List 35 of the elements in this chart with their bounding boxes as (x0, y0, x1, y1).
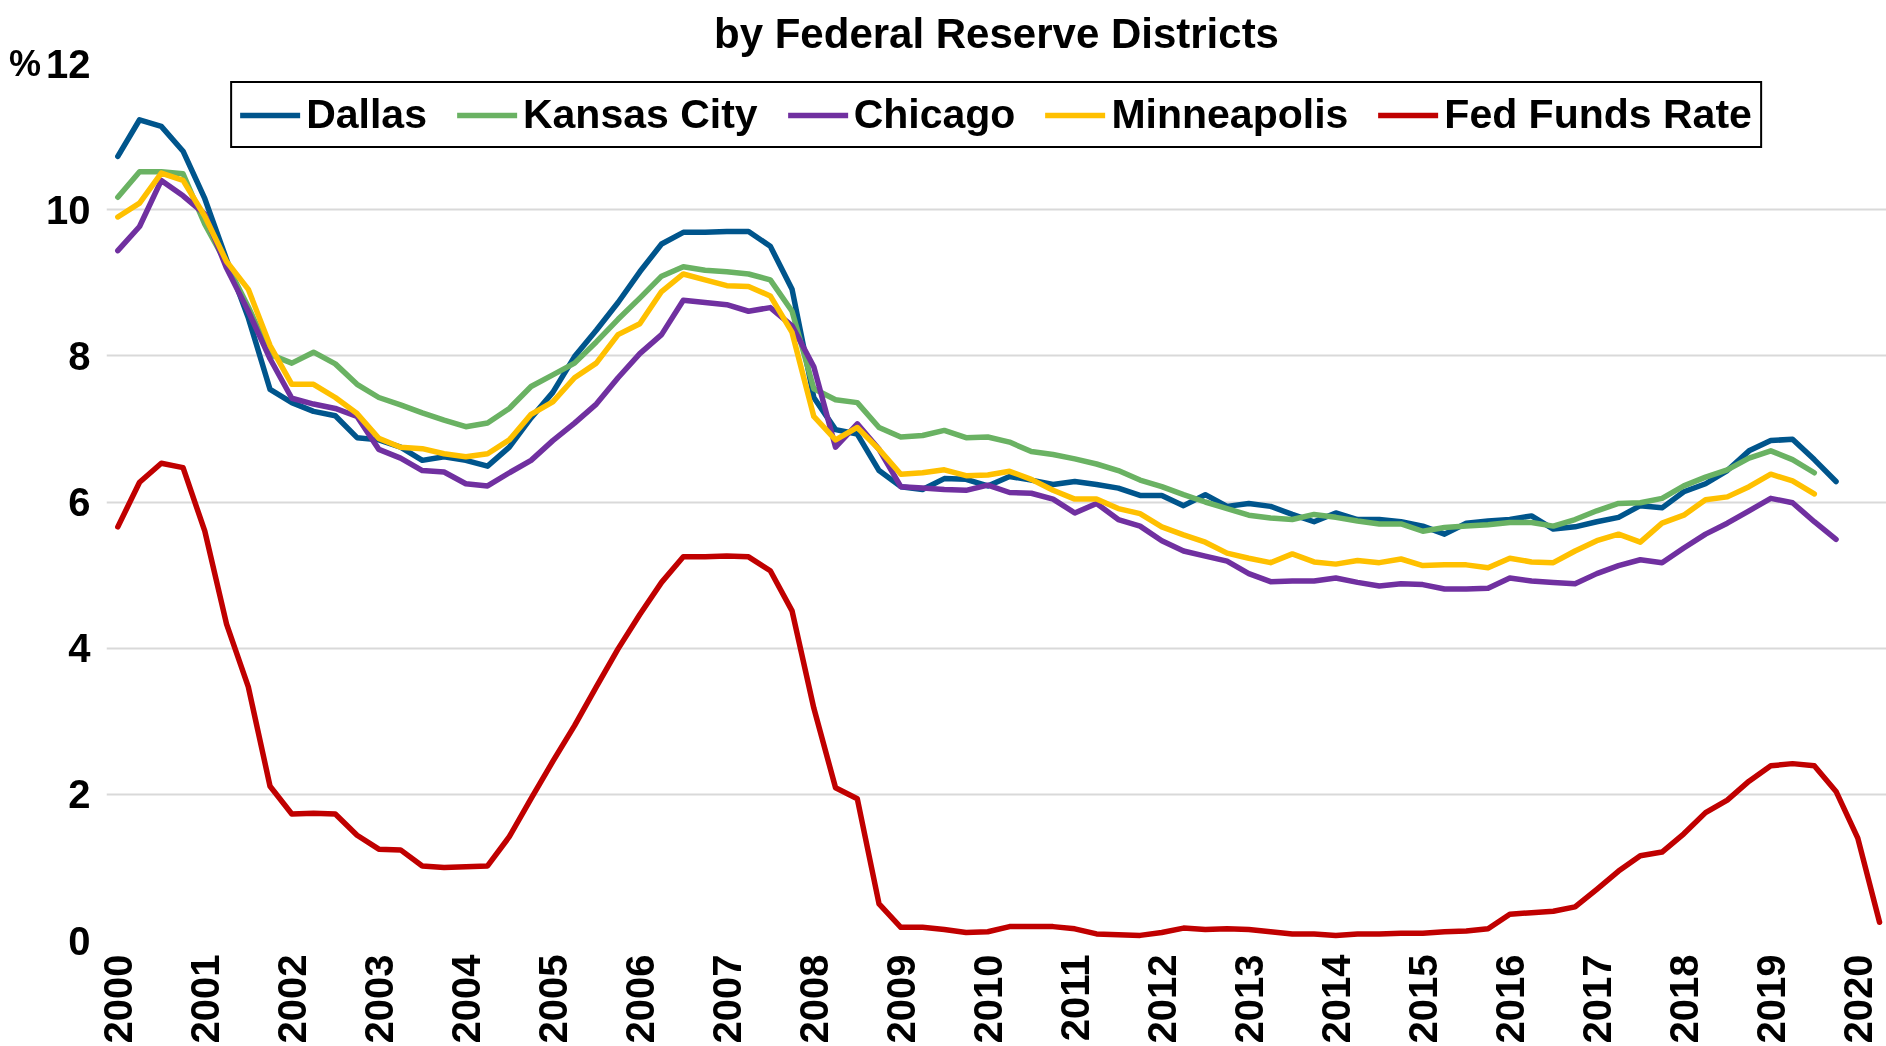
x-tick-label: 2008 (791, 954, 836, 1044)
legend-label: Minneapolis (1111, 91, 1349, 138)
x-tick-label: 2010 (965, 954, 1010, 1044)
x-tick-label: 2017 (1574, 954, 1619, 1044)
x-tick-label: 2016 (1487, 954, 1532, 1044)
legend-label: Dallas (306, 91, 427, 138)
x-tick-label: 2012 (1139, 954, 1184, 1044)
x-tick-label: 2018 (1661, 954, 1706, 1044)
x-tick-label: 2001 (182, 954, 227, 1044)
x-tick-label: 2003 (356, 954, 401, 1044)
y-axis-title: % (9, 43, 42, 84)
x-tick-label: 2002 (269, 954, 314, 1044)
x-tick-label: 2014 (1313, 953, 1358, 1044)
y-tick-label: 12 (46, 41, 91, 86)
x-tick-label: 2013 (1226, 954, 1271, 1044)
chart-title: by Federal Reserve Districts (714, 9, 1279, 57)
x-tick-label: 2004 (443, 953, 488, 1044)
legend-label: Chicago (853, 91, 1016, 138)
y-tick-label: 6 (68, 480, 91, 524)
x-tick-label: 2020 (1835, 954, 1880, 1044)
legend-label: Fed Funds Rate (1444, 91, 1752, 138)
x-tick-label: 2005 (530, 954, 575, 1044)
y-tick-label: 8 (68, 333, 91, 378)
x-tick-label: 2019 (1748, 954, 1793, 1044)
x-tick-label: 2007 (704, 954, 749, 1044)
x-tick-label: 2006 (617, 954, 662, 1044)
y-tick-label: 0 (68, 918, 91, 963)
x-tick-label: 2015 (1400, 954, 1445, 1044)
y-tick-label: 2 (68, 772, 91, 817)
x-tick-label: 2009 (878, 954, 923, 1044)
y-tick-label: 10 (46, 187, 91, 232)
legend-label: Kansas City (522, 91, 758, 138)
x-tick-label: 2000 (95, 954, 140, 1044)
x-tick-label: 2011 (1052, 954, 1097, 1042)
y-tick-label: 4 (68, 626, 92, 671)
